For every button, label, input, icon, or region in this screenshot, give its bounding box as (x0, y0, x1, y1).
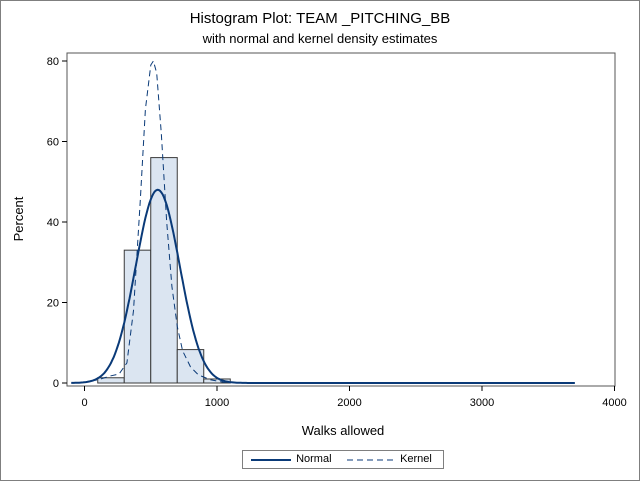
legend-label-kernel: Kernel (400, 453, 432, 465)
x-tick-label: 1000 (205, 397, 229, 409)
y-tick-label: 60 (47, 137, 59, 149)
x-tick-label: 3000 (470, 397, 494, 409)
y-tick-label: 80 (47, 56, 59, 68)
legend-item-normal: Normal (249, 451, 332, 468)
legend-label-normal: Normal (296, 453, 332, 465)
x-axis-label: Walks allowed (302, 423, 385, 438)
y-axis-label: Percent (11, 196, 26, 241)
chart-title: Histogram Plot: TEAM _PITCHING_BB (189, 10, 451, 27)
legend-item-kernel: Kernel (345, 451, 432, 468)
legend: Normal Kernel (242, 450, 444, 469)
x-tick-label: 0 (81, 397, 87, 409)
histogram-bar-1 (123, 249, 152, 384)
normal-line-swatch (251, 459, 291, 461)
kernel-density-curve (71, 59, 575, 384)
x-tick-label: 4000 (602, 397, 626, 409)
y-tick-label: 0 (53, 378, 59, 390)
kernel-line-swatch (347, 459, 395, 461)
x-tick-label: 2000 (337, 397, 361, 409)
y-tick-label: 40 (47, 217, 59, 229)
chart-subtitle: with normal and kernel density estimates (202, 31, 438, 46)
y-tick-label: 20 (47, 298, 59, 310)
